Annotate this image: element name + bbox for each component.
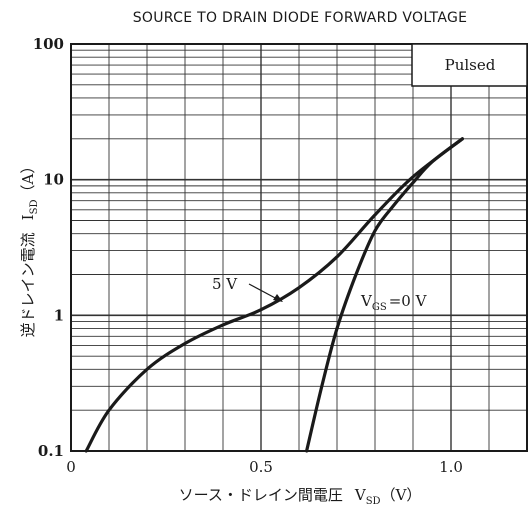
grid xyxy=(71,44,527,451)
chart-title: SOURCE TO DRAIN DIODE FORWARD VOLTAGE xyxy=(133,10,468,26)
x-axis-label-symbol: V xyxy=(354,486,367,504)
y-axis-label-unit: （A） xyxy=(19,159,37,200)
series-label-5v-pointer xyxy=(248,283,280,301)
x-tick-label: 0 xyxy=(66,458,76,476)
y-tick-label: 0.1 xyxy=(38,442,64,460)
x-tick-label: 0.5 xyxy=(249,458,273,476)
x-axis-label-subscript: SD xyxy=(366,496,381,507)
y-axis-label-main: 逆ドレイン電流 xyxy=(19,232,37,337)
x-tick-labels: 0 0.5 1.0 xyxy=(66,458,463,476)
series-label-5v-arrowhead xyxy=(273,294,283,302)
y-tick-label: 10 xyxy=(43,171,64,189)
x-axis-label-unit: （V） xyxy=(381,486,422,504)
pulsed-label: Pulsed xyxy=(445,56,496,74)
y-tick-label: 100 xyxy=(33,35,64,53)
y-tick-labels: 0.1 1 10 100 xyxy=(33,35,64,460)
y-tick-label: 1 xyxy=(54,306,64,324)
series-label-vgs0: VGS =0 V xyxy=(360,292,428,313)
vgs-symbol: V xyxy=(360,292,373,310)
series-layer xyxy=(84,137,464,453)
x-axis-label: ソース・ドレイン間電圧 VSD（V） xyxy=(179,486,422,507)
series-line-vgs0 xyxy=(305,137,464,453)
series-label-5v: 5 V xyxy=(212,275,238,293)
vgs-value: =0 V xyxy=(389,292,428,310)
plot-frame xyxy=(70,43,528,452)
vgs-subscript: GS xyxy=(372,302,387,313)
series-line-5v xyxy=(84,137,464,453)
pulsed-box xyxy=(411,43,528,87)
x-tick-label: 1.0 xyxy=(439,458,463,476)
y-axis-label-symbol: I xyxy=(19,214,37,220)
y-axis-label-subscript: SD xyxy=(29,200,40,215)
x-axis-label-main: ソース・ドレイン間電圧 xyxy=(179,486,343,504)
y-axis-label: 逆ドレイン電流 ISD（A） xyxy=(19,159,40,338)
